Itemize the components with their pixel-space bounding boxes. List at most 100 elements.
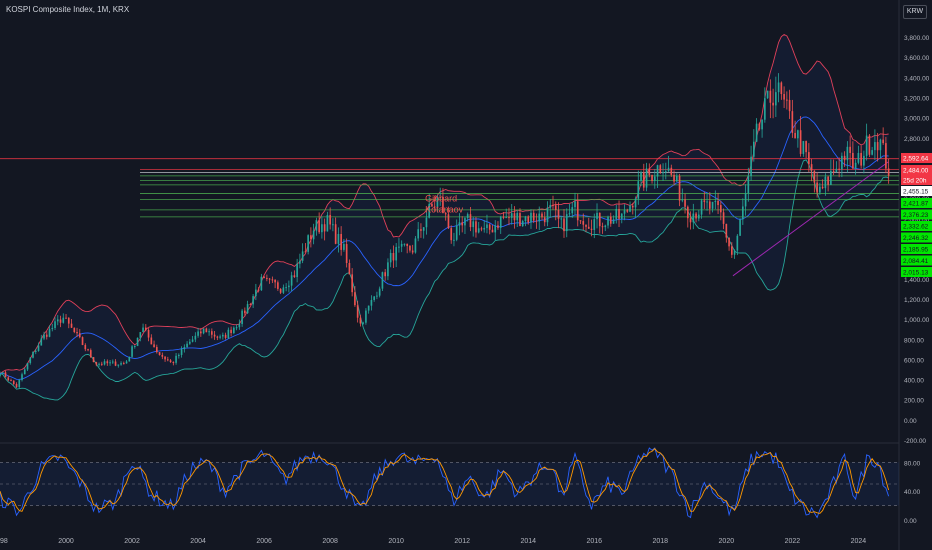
- candle-body: [142, 327, 144, 333]
- candle: [521, 219, 524, 227]
- candle-body: [852, 152, 854, 169]
- candle-body: [887, 168, 890, 176]
- candle-body: [607, 216, 609, 226]
- candle: [392, 245, 395, 268]
- candle: [486, 214, 488, 234]
- candle-body: [750, 156, 752, 176]
- candle: [651, 174, 653, 184]
- candle-body: [700, 200, 703, 215]
- candle-body: [480, 228, 483, 230]
- candle-body: [213, 334, 216, 337]
- candle: [431, 201, 433, 207]
- candle-body: [827, 176, 829, 185]
- candle-body: [238, 323, 241, 328]
- candle: [387, 258, 389, 281]
- candle-body: [568, 213, 571, 215]
- candle: [244, 307, 246, 317]
- candle: [593, 213, 596, 239]
- candle: [98, 362, 100, 367]
- candle-body: [54, 321, 56, 329]
- y-tick-label: -200.00: [904, 438, 926, 445]
- candle-body: [565, 214, 568, 232]
- candle-body: [879, 139, 882, 151]
- candle-body: [310, 235, 312, 240]
- candle: [348, 259, 351, 275]
- candle-body: [830, 170, 832, 185]
- candle: [587, 217, 590, 229]
- candle-body: [23, 369, 26, 375]
- candle-body: [788, 100, 791, 112]
- candle-body: [12, 380, 15, 384]
- candle: [12, 380, 15, 386]
- candle-body: [158, 352, 161, 356]
- candle-body: [582, 221, 585, 225]
- candle: [299, 253, 301, 269]
- candle-body: [359, 317, 362, 324]
- candle-body: [530, 212, 532, 223]
- candle: [43, 331, 45, 341]
- candle: [186, 341, 188, 349]
- candle-body: [417, 229, 420, 239]
- candle: [571, 202, 574, 218]
- candle: [183, 344, 186, 353]
- candle: [808, 143, 810, 173]
- candle: [351, 268, 353, 297]
- candle: [863, 150, 865, 174]
- candle: [428, 193, 431, 219]
- candle-body: [640, 172, 642, 182]
- candle-body: [730, 246, 733, 255]
- candle-body: [307, 235, 309, 252]
- candle: [398, 238, 400, 253]
- candle-body: [252, 296, 254, 305]
- candle-body: [631, 205, 634, 208]
- candle: [458, 213, 461, 236]
- candle-body: [758, 123, 761, 130]
- candle-body: [519, 213, 521, 227]
- candle: [645, 162, 648, 192]
- candle: [637, 170, 640, 205]
- candle-body: [395, 247, 398, 261]
- candle-body: [648, 168, 651, 175]
- candle: [642, 163, 645, 191]
- candle-body: [241, 310, 243, 324]
- x-tick-label: 2010: [388, 538, 404, 545]
- candle-body: [95, 362, 98, 365]
- candle: [321, 216, 323, 239]
- candle-body: [458, 222, 461, 226]
- candle: [87, 348, 89, 352]
- candle-body: [563, 218, 565, 232]
- candle: [310, 227, 312, 248]
- candle-body: [499, 216, 502, 228]
- candle: [442, 188, 444, 214]
- candle: [574, 192, 576, 216]
- candle: [216, 335, 219, 341]
- candle: [821, 179, 824, 190]
- candle: [111, 359, 114, 365]
- candle-body: [475, 221, 477, 233]
- candle-body: [868, 135, 871, 155]
- candle: [136, 337, 139, 347]
- candle: [293, 270, 296, 278]
- candle-body: [428, 203, 431, 218]
- candle: [312, 223, 315, 245]
- candle-body: [651, 174, 653, 181]
- candle-body: [464, 218, 466, 226]
- currency-button[interactable]: KRW: [903, 5, 927, 19]
- candle-body: [420, 229, 422, 231]
- candle: [857, 145, 860, 165]
- price-label: 2,332.62: [903, 224, 929, 231]
- candle-body: [816, 182, 818, 193]
- candle-body: [271, 279, 274, 281]
- candle: [376, 291, 378, 300]
- candle: [510, 204, 513, 225]
- candle-body: [400, 243, 403, 247]
- symbol-title[interactable]: KOSPI Composite Index, 1M, KRX: [6, 5, 130, 14]
- candle: [354, 285, 356, 307]
- candle: [764, 87, 766, 123]
- candle: [879, 138, 882, 159]
- y-tick-label: 2,000.00: [904, 216, 930, 223]
- candle-body: [439, 196, 442, 199]
- candle-body: [177, 354, 180, 356]
- candle: [227, 327, 230, 339]
